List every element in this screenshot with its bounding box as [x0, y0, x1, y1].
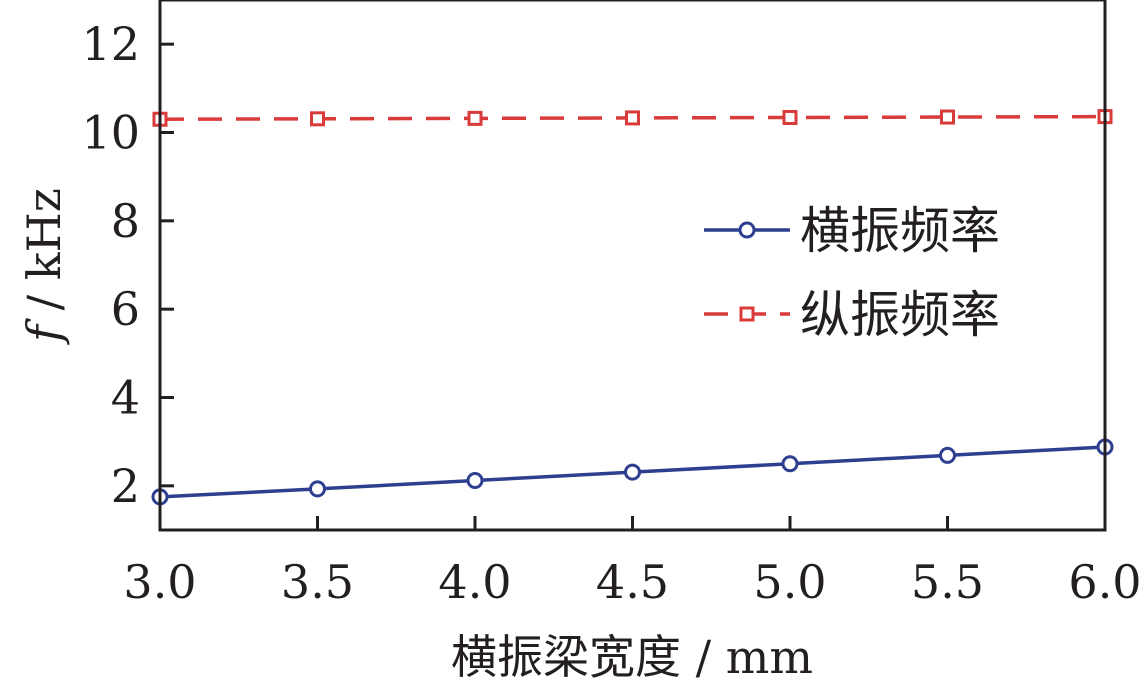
legend-label: 横振频率	[800, 202, 1000, 260]
x-tick-label: 3.5	[281, 555, 354, 609]
ticks-layer: 3.0 3.5 4.0 4.5 5.0 5.5 6.0 2 4 6 8 10 12	[81, 17, 1141, 609]
series-2	[152, 109, 1113, 127]
x-axis-title: 横振梁宽度 / mm	[451, 630, 813, 684]
legend-item-1: 横振频率	[704, 202, 1000, 260]
series-2-point	[782, 109, 798, 125]
x-tick-label: 4.0	[438, 555, 511, 609]
y-tick-label: 8	[111, 194, 140, 248]
x-tick-label: 6.0	[1068, 555, 1141, 609]
legend-item-2: 纵振频率	[704, 286, 1000, 344]
legend-marker	[738, 221, 756, 239]
series-1-point	[466, 472, 484, 490]
plot-frame	[158, 0, 1107, 532]
legend-label: 纵振频率	[800, 286, 1000, 344]
x-tick-label: 5.0	[753, 555, 826, 609]
series-2-point	[467, 110, 483, 126]
legend-marker	[739, 306, 755, 322]
y-axis-title: f / kHz	[17, 188, 71, 345]
series-2-point	[940, 109, 955, 125]
y-tick-label: 10	[81, 106, 140, 160]
y-tick-label: 12	[81, 17, 140, 71]
series-2-point	[310, 111, 325, 127]
x-tick-label: 3.0	[123, 555, 196, 609]
y-tick-label: 2	[111, 459, 140, 513]
series-2-point	[625, 110, 640, 126]
y-tick-label: 4	[111, 371, 140, 425]
x-tick-label: 4.5	[596, 555, 669, 609]
series-1-point	[624, 463, 641, 481]
series-1-point	[939, 446, 956, 464]
y-tick-label: 6	[111, 282, 140, 336]
x-tick-label: 5.5	[911, 555, 984, 609]
series-1-point	[309, 480, 326, 498]
series-1-point	[781, 455, 799, 473]
y-axis-unit: / kHz	[17, 188, 71, 325]
series-1	[151, 438, 1114, 506]
